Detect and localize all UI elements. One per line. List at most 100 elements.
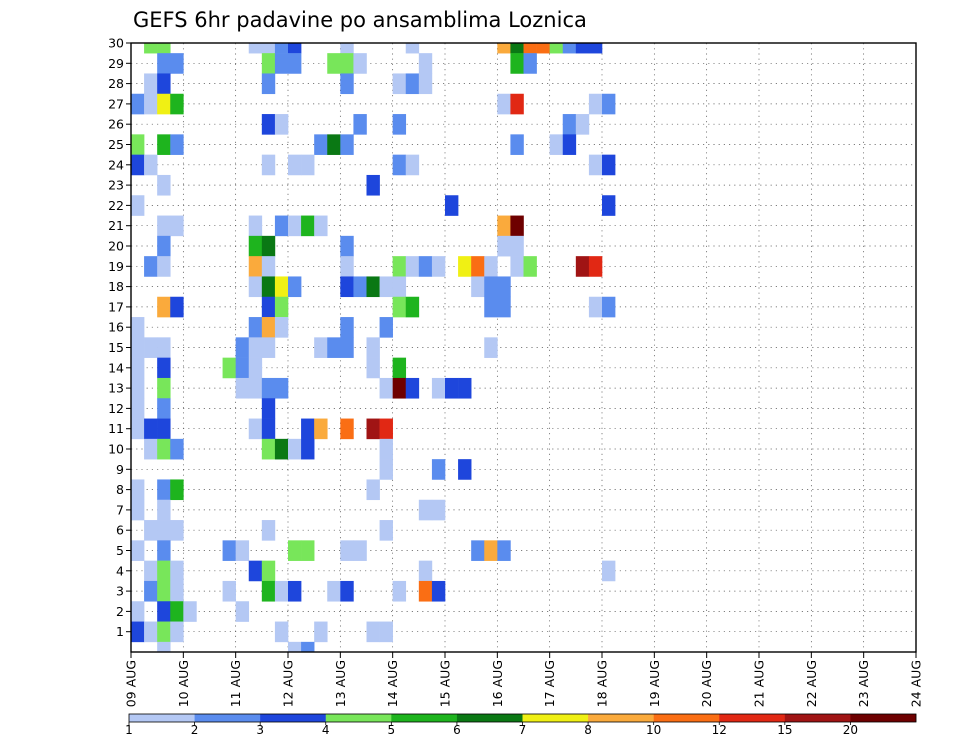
heatmap-cell: [602, 154, 616, 176]
heatmap-cell: [340, 43, 354, 54]
heatmap-cell: [431, 580, 446, 602]
heatmap-cell: [497, 235, 511, 257]
heatmap-cell: [144, 438, 158, 460]
heatmap-cell: [418, 53, 433, 74]
heatmap-cell: [379, 317, 393, 338]
y-tick-label: 8: [116, 482, 124, 497]
legend-label: 2: [191, 723, 199, 737]
heatmap-cell: [471, 276, 485, 298]
y-tick-label: 1: [116, 624, 124, 639]
heatmap-cell: [248, 215, 263, 237]
heatmap-cell: [379, 377, 393, 399]
heatmap-cell: [157, 398, 171, 419]
heatmap-cell: [510, 215, 524, 237]
heatmap-cell: [340, 53, 354, 74]
heatmap-cell: [418, 580, 433, 602]
cells-layer: [131, 43, 616, 653]
heatmap-cell: [288, 43, 302, 54]
legend-swatch: [391, 714, 458, 722]
heatmap-cell: [157, 93, 171, 115]
heatmap-cell: [183, 601, 197, 622]
y-tick-label: 2: [116, 604, 124, 619]
heatmap-cell: [392, 580, 407, 602]
heatmap-cell: [418, 73, 433, 95]
heatmap-cell: [340, 235, 354, 257]
heatmap-cell: [248, 317, 263, 338]
heatmap-cell: [405, 256, 420, 277]
heatmap-cell: [261, 276, 276, 298]
heatmap-cell: [144, 520, 158, 541]
y-tick-label: 19: [108, 259, 124, 274]
heatmap-cell: [274, 276, 289, 298]
heatmap-cell: [248, 418, 263, 440]
heatmap-cell: [288, 276, 302, 298]
heatmap-cell: [157, 418, 171, 440]
heatmap-cell: [340, 276, 354, 298]
heatmap-cell: [261, 377, 276, 399]
heatmap-cell: [157, 256, 171, 277]
x-tick-label: 17 AUG: [542, 660, 557, 707]
heatmap-cell: [131, 377, 145, 399]
heatmap-cell: [235, 540, 250, 561]
heatmap-cell: [327, 134, 341, 155]
heatmap-cell: [131, 621, 145, 643]
heatmap-cell: [157, 174, 171, 196]
x-tick-label: 20 AUG: [699, 660, 714, 707]
heatmap-cell: [445, 377, 459, 399]
heatmap-cell: [340, 134, 354, 155]
heatmap-cell: [144, 580, 158, 602]
heatmap-cell: [497, 276, 511, 298]
heatmap-cell: [157, 520, 171, 541]
y-tick-label: 14: [108, 360, 124, 375]
heatmap-cell: [327, 580, 341, 602]
heatmap-cell: [131, 154, 145, 176]
heatmap-cell: [144, 93, 158, 115]
heatmap-cell: [144, 418, 158, 440]
heatmap-cell: [261, 43, 276, 54]
heatmap-cell: [157, 580, 171, 602]
heatmap-cell: [261, 256, 276, 277]
heatmap-cell: [261, 235, 276, 257]
heatmap-cell: [261, 53, 276, 74]
heatmap-cell: [248, 43, 263, 54]
heatmap-cell: [379, 418, 393, 440]
heatmap-cell: [248, 357, 263, 379]
heatmap-cell: [301, 418, 315, 440]
heatmap-cell: [602, 560, 616, 582]
x-tick-label: 16 AUG: [490, 660, 505, 707]
heatmap-cell: [288, 215, 302, 237]
heatmap-cell: [261, 154, 276, 176]
legend-label: 5: [388, 723, 396, 737]
heatmap-cell: [314, 337, 328, 358]
heatmap-cell: [157, 357, 171, 379]
heatmap-cell: [510, 235, 524, 257]
y-tick-label: 28: [108, 76, 124, 91]
heatmap-cell: [248, 337, 263, 358]
heatmap-cell: [588, 154, 603, 176]
y-tick-label: 13: [108, 381, 124, 396]
heatmap-cell: [274, 580, 289, 602]
heatmap-cell: [392, 276, 407, 298]
heatmap-cell: [274, 621, 289, 643]
legend-label: 7: [519, 723, 527, 737]
heatmap-cell: [274, 215, 289, 237]
heatmap-cell: [484, 256, 498, 277]
heatmap-cell: [288, 438, 302, 460]
heatmap-cell: [301, 438, 315, 460]
heatmap-cell: [510, 256, 524, 277]
heatmap-cell: [170, 479, 184, 501]
heatmap-cell: [144, 560, 158, 582]
heatmap-cell: [301, 641, 315, 653]
heatmap-cell: [431, 377, 446, 399]
heatmap-cell: [274, 296, 289, 318]
heatmap-cell: [588, 43, 603, 54]
heatmap-cell: [131, 540, 145, 561]
heatmap-cell: [288, 580, 302, 602]
y-tick-label: 20: [108, 239, 124, 254]
y-tick-label: 7: [116, 502, 124, 517]
x-tick-label: 15 AUG: [438, 660, 453, 707]
legend-label: 3: [256, 723, 264, 737]
heatmap-cell: [157, 601, 171, 622]
legend-swatch: [653, 714, 720, 722]
heatmap-cell: [301, 215, 315, 237]
